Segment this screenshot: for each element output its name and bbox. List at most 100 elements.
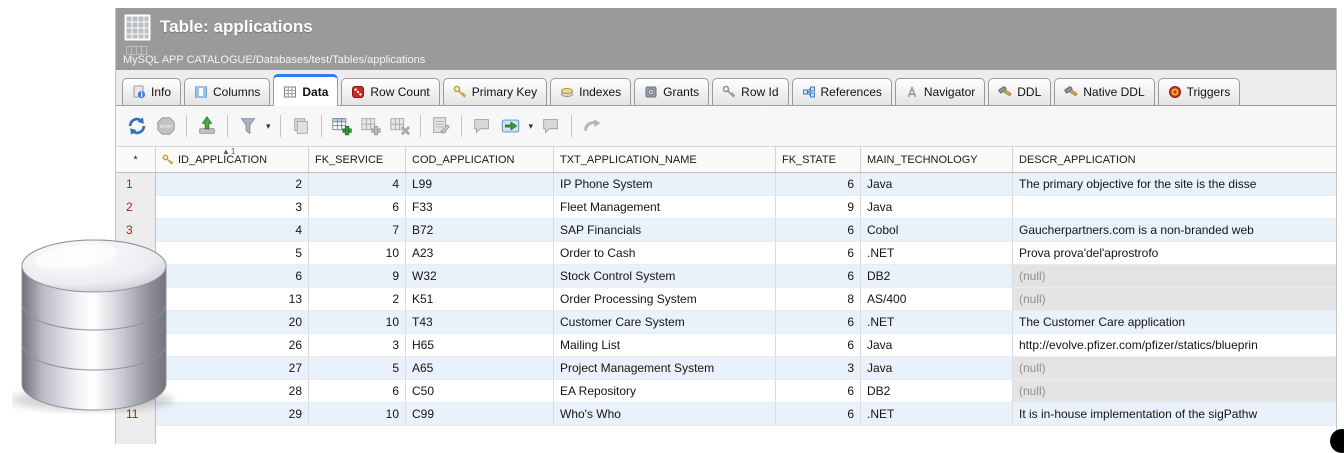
table-row[interactable]: 2 3 6 F33 Fleet Management 9 Java	[116, 196, 1336, 219]
cell-id-application[interactable]: 3	[156, 196, 309, 219]
cell-fk-state[interactable]: 6	[776, 173, 861, 196]
cell-txt-application-name[interactable]: Mailing List	[554, 334, 776, 357]
cell-fk-state[interactable]: 6	[776, 242, 861, 265]
column-header-descr-application[interactable]: DESCR_APPLICATION	[1013, 147, 1336, 172]
cell-main-technology[interactable]: Java	[861, 196, 1013, 219]
cell-txt-application-name[interactable]: SAP Financials	[554, 219, 776, 242]
tab-ddl[interactable]: DDL	[988, 78, 1051, 105]
table-row[interactable]: 3 4 7 B72 SAP Financials 6 Cobol Gaucher…	[116, 219, 1336, 242]
cell-descr-application-null[interactable]: (null)	[1013, 380, 1336, 403]
cell-fk-state[interactable]: 6	[776, 403, 861, 426]
tab-references[interactable]: References	[792, 78, 892, 105]
cell-cod-application[interactable]: L99	[406, 173, 554, 196]
cell-fk-service[interactable]: 3	[309, 334, 406, 357]
apply-edits-icon[interactable]	[498, 113, 524, 139]
cell-descr-application-null[interactable]: (null)	[1013, 265, 1336, 288]
cell-main-technology[interactable]: Cobol	[861, 219, 1013, 242]
cell-main-technology[interactable]: AS/400	[861, 288, 1013, 311]
apply-dropdown-caret[interactable]: ▾	[529, 121, 534, 132]
cell-descr-application[interactable]: http://evolve.pfizer.com/pfizer/statics/…	[1013, 334, 1336, 357]
reload-icon[interactable]	[124, 113, 150, 139]
cell-txt-application-name[interactable]: Fleet Management	[554, 196, 776, 219]
column-header-txt-application-name[interactable]: TXT_APPLICATION_NAME	[554, 147, 776, 172]
tab-triggers[interactable]: Triggers	[1158, 78, 1241, 105]
cell-cod-application[interactable]: C50	[406, 380, 554, 403]
cell-txt-application-name[interactable]: Customer Care System	[554, 311, 776, 334]
cell-descr-application[interactable]: Prova prova'del'aprostrofo	[1013, 242, 1336, 265]
cell-descr-application[interactable]: The Customer Care application	[1013, 311, 1336, 334]
column-header-main-technology[interactable]: MAIN_TECHNOLOGY	[861, 147, 1013, 172]
cell-main-technology[interactable]: DB2	[861, 380, 1013, 403]
cell-main-technology[interactable]: .NET	[861, 242, 1013, 265]
table-row[interactable]: 10 28 6 C50 EA Repository 6 DB2 (null)	[116, 380, 1336, 403]
row-number-header[interactable]: *	[116, 147, 156, 172]
cell-txt-application-name[interactable]: Project Management System	[554, 357, 776, 380]
tab-info[interactable]: Info	[122, 78, 181, 105]
filter-dropdown-caret[interactable]: ▾	[266, 121, 271, 132]
cell-fk-state[interactable]: 6	[776, 380, 861, 403]
cell-fk-service[interactable]: 10	[309, 311, 406, 334]
table-row[interactable]: 1 2 4 L99 IP Phone System 6 Java The pri…	[116, 173, 1336, 196]
cell-cod-application[interactable]: A23	[406, 242, 554, 265]
cell-cod-application[interactable]: A65	[406, 357, 554, 380]
cell-descr-application[interactable]: Gaucherpartners.com is a non-branded web	[1013, 219, 1336, 242]
cell-fk-state[interactable]: 6	[776, 219, 861, 242]
cell-fk-service[interactable]: 9	[309, 265, 406, 288]
tab-indexes[interactable]: Indexes	[550, 78, 631, 105]
row-number[interactable]: 2	[116, 196, 156, 219]
tab-primary-key[interactable]: Primary Key	[443, 78, 547, 105]
cell-fk-state[interactable]: 6	[776, 265, 861, 288]
insert-row-icon[interactable]	[329, 113, 355, 139]
cell-txt-application-name[interactable]: EA Repository	[554, 380, 776, 403]
cell-fk-service[interactable]: 6	[309, 380, 406, 403]
cell-fk-state[interactable]: 9	[776, 196, 861, 219]
cell-fk-service[interactable]: 4	[309, 173, 406, 196]
cell-fk-service[interactable]: 5	[309, 357, 406, 380]
cell-fk-service[interactable]: 10	[309, 242, 406, 265]
cell-main-technology[interactable]: DB2	[861, 265, 1013, 288]
cell-fk-service[interactable]: 6	[309, 196, 406, 219]
table-row[interactable]: 9 27 5 A65 Project Management System 3 J…	[116, 357, 1336, 380]
cell-cod-application[interactable]: K51	[406, 288, 554, 311]
column-header-fk-service[interactable]: FK_SERVICE	[309, 147, 406, 172]
cell-descr-application[interactable]: It is in-house implementation of the sig…	[1013, 403, 1336, 426]
cell-main-technology[interactable]: Java	[861, 334, 1013, 357]
cell-fk-service[interactable]: 10	[309, 403, 406, 426]
tab-grants[interactable]: Grants	[634, 78, 709, 105]
cell-fk-state[interactable]: 6	[776, 311, 861, 334]
cell-cod-application[interactable]: F33	[406, 196, 554, 219]
cell-txt-application-name[interactable]: IP Phone System	[554, 173, 776, 196]
cell-fk-service[interactable]: 2	[309, 288, 406, 311]
tab-navigator[interactable]: Navigator	[895, 78, 985, 105]
table-row[interactable]: 5 6 9 W32 Stock Control System 6 DB2 (nu…	[116, 265, 1336, 288]
cell-descr-application[interactable]	[1013, 196, 1336, 219]
cell-txt-application-name[interactable]: Order Processing System	[554, 288, 776, 311]
tab-native-ddl[interactable]: Native DDL	[1054, 78, 1154, 105]
cell-fk-state[interactable]: 6	[776, 334, 861, 357]
cell-cod-application[interactable]: C99	[406, 403, 554, 426]
filter-icon[interactable]	[235, 113, 261, 139]
cell-descr-application[interactable]: The primary objective for the site is th…	[1013, 173, 1336, 196]
column-header-fk-state[interactable]: FK_STATE	[776, 147, 861, 172]
cell-txt-application-name[interactable]: Stock Control System	[554, 265, 776, 288]
cell-main-technology[interactable]: Java	[861, 173, 1013, 196]
table-row[interactable]: 7 20 10 T43 Customer Care System 6 .NET …	[116, 311, 1336, 334]
table-row[interactable]: 6 13 2 K51 Order Processing System 8 AS/…	[116, 288, 1336, 311]
tab-columns[interactable]: Columns	[184, 78, 270, 105]
export-icon[interactable]	[194, 113, 220, 139]
tab-data[interactable]: Data	[273, 74, 338, 106]
tab-row-count[interactable]: Row Count	[341, 78, 439, 105]
cell-fk-service[interactable]: 7	[309, 219, 406, 242]
cell-main-technology[interactable]: .NET	[861, 403, 1013, 426]
column-header-cod-application[interactable]: COD_APPLICATION	[406, 147, 554, 172]
cell-descr-application-null[interactable]: (null)	[1013, 288, 1336, 311]
cell-txt-application-name[interactable]: Who's Who	[554, 403, 776, 426]
cell-descr-application-null[interactable]: (null)	[1013, 357, 1336, 380]
row-number[interactable]: 1	[116, 173, 156, 196]
table-row[interactable]: 4 5 10 A23 Order to Cash 6 .NET Prova pr…	[116, 242, 1336, 265]
cell-fk-state[interactable]: 8	[776, 288, 861, 311]
cell-cod-application[interactable]: H65	[406, 334, 554, 357]
cell-cod-application[interactable]: B72	[406, 219, 554, 242]
cell-txt-application-name[interactable]: Order to Cash	[554, 242, 776, 265]
cell-id-application[interactable]: 2	[156, 173, 309, 196]
